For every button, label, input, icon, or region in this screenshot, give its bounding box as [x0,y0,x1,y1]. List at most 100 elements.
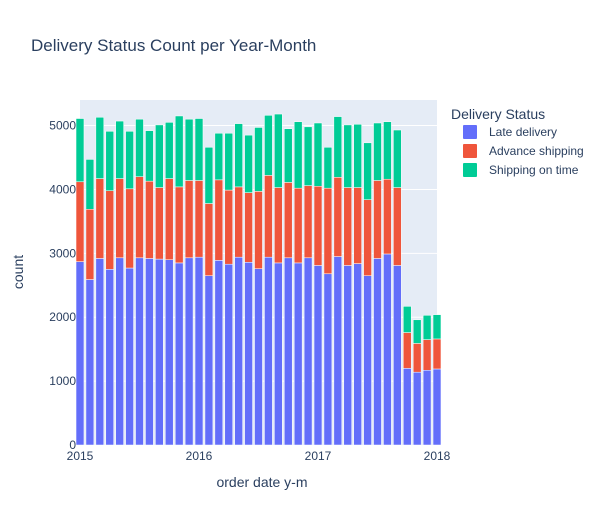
bar-segment[interactable] [214,260,224,446]
bar-segment[interactable] [363,199,372,276]
bar-segment[interactable] [323,147,333,189]
bar-segment[interactable] [204,275,214,446]
bar-segment[interactable] [75,118,85,183]
bar-segment[interactable] [264,256,273,446]
bar-segment[interactable] [313,122,323,187]
bar-segment[interactable] [383,253,392,446]
bar-segment[interactable] [224,132,233,191]
bar-segment[interactable] [85,209,95,280]
bar-segment[interactable] [194,118,204,181]
bar-segment[interactable] [244,192,253,263]
bar-segment[interactable] [145,130,154,182]
bar-segment[interactable] [95,258,105,446]
bar-segment[interactable] [412,343,422,373]
bar-segment[interactable] [323,273,333,446]
bar-segment[interactable] [274,262,283,446]
bar-segment[interactable] [184,257,194,446]
bar-segment[interactable] [174,262,184,446]
bar-segment[interactable] [343,265,352,446]
bar-segment[interactable] [105,131,114,191]
bar-segment[interactable] [432,314,442,340]
bar-segment[interactable] [214,179,224,261]
legend-item-label[interactable]: Shipping on time [489,163,579,177]
bar-segment[interactable] [323,187,333,275]
bar-segment[interactable] [105,190,114,270]
bar-segment[interactable] [343,187,352,266]
bar-segment[interactable] [105,269,114,446]
bar-segment[interactable] [85,159,95,210]
bar-segment[interactable] [184,118,194,181]
bar-segment[interactable] [363,142,372,200]
bar-segment[interactable] [293,262,303,446]
bar-segment[interactable] [383,121,392,180]
bar-segment[interactable] [115,257,124,446]
bar-segment[interactable] [393,265,402,446]
bar-segment[interactable] [234,123,243,188]
bar-segment[interactable] [155,124,164,188]
bar-segment[interactable] [303,257,313,446]
bar-segment[interactable] [333,256,343,446]
bar-segment[interactable] [412,371,422,446]
bar-segment[interactable] [422,370,432,446]
bar-segment[interactable] [254,191,263,269]
bar-segment[interactable] [274,187,283,264]
bar-segment[interactable] [165,178,174,260]
bar-segment[interactable] [284,182,293,259]
bar-segment[interactable] [214,132,224,181]
bar-segment[interactable] [373,122,382,181]
bar-segment[interactable] [353,124,362,188]
bar-segment[interactable] [432,368,442,446]
bar-segment[interactable] [204,203,214,276]
bar-segment[interactable] [313,186,323,266]
bar-segment[interactable] [363,275,372,446]
bar-segment[interactable] [95,117,105,179]
bar-segment[interactable] [115,120,124,179]
bar-segment[interactable] [194,180,204,258]
bar-segment[interactable] [313,265,323,446]
bar-segment[interactable] [75,181,85,262]
bar-segment[interactable] [135,118,144,177]
bar-segment[interactable] [403,306,412,333]
bar-segment[interactable] [264,115,273,176]
bar-segment[interactable] [234,256,243,446]
bar-segment[interactable] [343,124,352,188]
bar-segment[interactable] [254,127,263,192]
bar-segment[interactable] [145,258,154,446]
bar-segment[interactable] [353,263,362,446]
bar-segment[interactable] [403,332,412,369]
bar-segment[interactable] [194,256,204,446]
bar-segment[interactable] [412,319,422,344]
bar-segment[interactable] [353,187,362,264]
bar-segment[interactable] [234,186,243,258]
bar-segment[interactable] [373,258,382,446]
bar-segment[interactable] [125,131,134,190]
bar-segment[interactable] [244,134,253,193]
bar-segment[interactable] [274,113,283,188]
bar-segment[interactable] [393,187,402,266]
bar-segment[interactable] [264,175,273,258]
bar-segment[interactable] [254,268,263,446]
bar-segment[interactable] [125,267,134,446]
bar-segment[interactable] [284,257,293,446]
bar-segment[interactable] [135,176,144,259]
legend-item-label[interactable]: Late delivery [489,125,557,139]
bar-segment[interactable] [383,178,392,255]
legend-item-label[interactable]: Advance shipping [489,144,584,158]
bar-segment[interactable] [333,177,343,257]
bar-segment[interactable] [403,368,412,446]
bar-segment[interactable] [293,121,303,189]
bar-segment[interactable] [85,279,95,446]
bar-segment[interactable] [95,178,105,259]
bar-segment[interactable] [224,189,233,265]
bar-segment[interactable] [293,187,303,264]
bar-segment[interactable] [174,115,184,188]
bar-segment[interactable] [303,126,313,186]
bar-segment[interactable] [155,187,164,260]
legend[interactable]: Delivery Status Late delivery Advance shi… [451,106,584,177]
bar-segment[interactable] [75,261,85,446]
bar-segment[interactable] [284,128,293,183]
bar-segment[interactable] [224,263,233,446]
bar-segment[interactable] [204,147,214,204]
bar-segment[interactable] [373,180,382,259]
bar-segment[interactable] [333,116,343,178]
